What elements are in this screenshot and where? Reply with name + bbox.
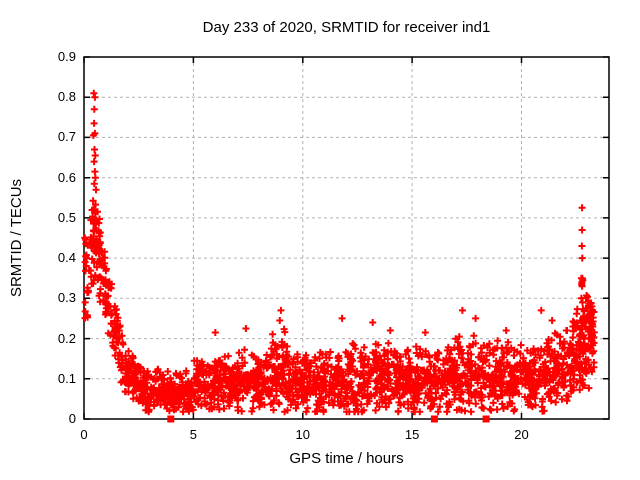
grid-lines [84, 57, 609, 419]
y-tick-label: 0.4 [57, 250, 76, 266]
x-tick-label: 20 [514, 427, 529, 442]
y-tick-label: 0.6 [57, 169, 76, 185]
x-tick-label: 5 [189, 427, 197, 442]
y-tick-label: 0.8 [57, 89, 76, 105]
y-tick-label: 0 [68, 411, 76, 426]
scatter-points [81, 89, 598, 416]
y-tick-label: 0.9 [57, 49, 76, 64]
axis-ticks [83, 56, 609, 420]
x-tick-label: 10 [295, 427, 310, 442]
chart-title: Day 233 of 2020, SRMTID for receiver ind… [202, 19, 491, 36]
flag-square-marker [430, 415, 438, 423]
x-axis-title: GPS time / hours [289, 450, 404, 467]
flag-square-marker [482, 415, 490, 423]
y-tick-label: 0.2 [57, 330, 76, 346]
flag-square-marker [167, 415, 175, 423]
y-tick-label: 0.5 [57, 209, 76, 225]
y-tick-label: 0.1 [57, 370, 76, 386]
x-tick-label: 0 [80, 427, 88, 442]
y-tick-label: 0.7 [57, 129, 76, 145]
y-tick-label: 0.3 [57, 290, 76, 306]
x-tick-label: 15 [404, 427, 420, 442]
